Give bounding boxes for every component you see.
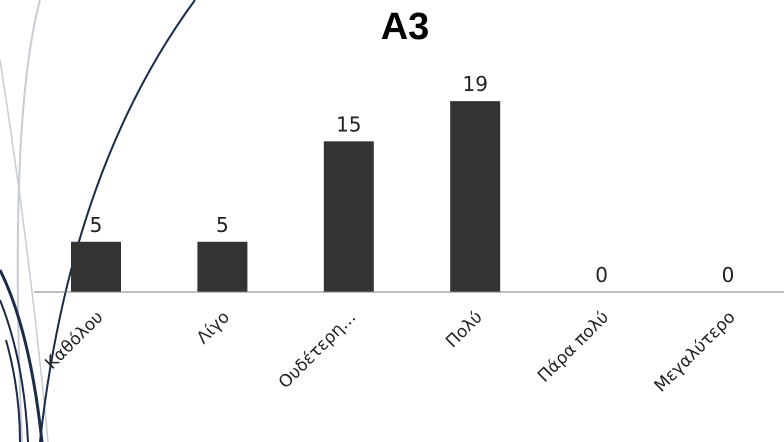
decor-dark-line — [39, 0, 196, 442]
data-label: 0 — [722, 263, 735, 287]
x-tick-label: Πάρα πολύ — [534, 307, 613, 386]
data-label: 5 — [90, 213, 103, 237]
data-label: 15 — [336, 112, 361, 136]
bar — [197, 241, 248, 292]
decor-light-line — [16, 0, 41, 442]
decor-dark-line — [0, 299, 29, 442]
chart-title: A3 — [380, 6, 430, 48]
x-tick-label: Πολύ — [442, 307, 487, 352]
data-label: 19 — [462, 72, 487, 96]
bar — [71, 241, 121, 292]
bar — [323, 141, 374, 292]
x-tick-label: Καθόλου — [41, 307, 107, 373]
bar — [450, 101, 501, 293]
decor-dark-line — [5, 339, 21, 442]
data-label: 0 — [595, 263, 608, 287]
x-tick-label: Ουδέτερη… — [275, 307, 360, 392]
x-tick-label: Μεγαλύτερο — [651, 307, 740, 396]
decor-light-line — [0, 59, 49, 442]
x-tick-label: Λίγο — [193, 307, 234, 348]
decor-dark-line — [0, 269, 44, 442]
data-label: 5 — [216, 213, 229, 237]
